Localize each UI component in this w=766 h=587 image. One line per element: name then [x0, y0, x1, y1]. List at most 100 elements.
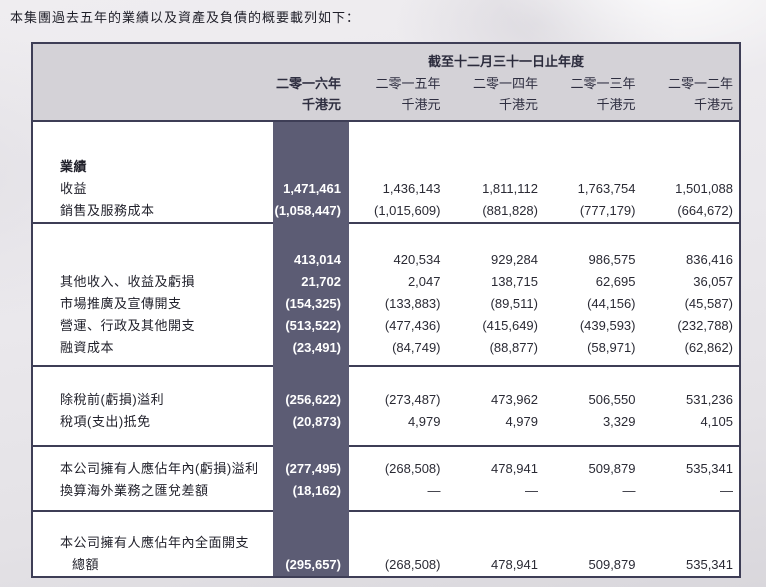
value-cell-highlight	[273, 444, 349, 447]
value-cell-highlight	[273, 221, 349, 224]
table-row: 413,014 420,534 929,284 986,575 836,416	[33, 249, 739, 272]
value-cell-highlight: (513,522)	[273, 315, 349, 338]
value-cell	[447, 433, 545, 445]
header-label-spacer	[33, 73, 273, 94]
value-cell	[544, 512, 642, 532]
table-row: 業績	[33, 155, 739, 178]
value-cell	[544, 156, 642, 178]
value-cell	[349, 367, 447, 389]
value-cell: 509,879	[588, 461, 636, 477]
value-cell	[642, 447, 740, 459]
value-cell-highlight: (18,162)	[273, 480, 349, 503]
value-cell	[349, 447, 447, 459]
value-cell	[349, 512, 447, 532]
value-cell: (664,672)	[677, 202, 733, 218]
value-cell	[642, 433, 740, 445]
value-cell	[447, 447, 545, 459]
value-cell	[349, 444, 447, 447]
value-cell	[349, 532, 447, 554]
value-cell: (133,883)	[384, 296, 441, 312]
row-label	[33, 367, 273, 389]
table-spacer-row	[33, 502, 740, 511]
value-cell: (268,508)	[384, 557, 441, 573]
value-cell: 535,341	[686, 461, 733, 477]
row-label	[33, 512, 273, 532]
value-cell	[349, 224, 447, 250]
value-cell-highlight	[273, 359, 349, 366]
row-label: 本公司擁有人應佔年內全面開支	[60, 535, 250, 551]
value-cell	[447, 224, 545, 250]
value-cell	[349, 502, 447, 510]
table-divider-row	[33, 510, 739, 513]
value-cell: 506,550	[588, 391, 636, 407]
value-cell: (439,593)	[579, 318, 636, 334]
value-cell: (415,649)	[482, 318, 538, 334]
value-cell: 1,811,112	[482, 180, 538, 196]
period-title: 截至十二月三十一日止年度	[427, 54, 584, 69]
row-label	[33, 122, 273, 156]
row-label: 稅項(支出)抵免	[60, 413, 151, 429]
value-cell-highlight: (23,491)	[273, 337, 349, 360]
year-column-header: 二零一四年	[472, 76, 538, 91]
value-cell: (881,828)	[482, 202, 538, 218]
header-label-spacer	[33, 51, 273, 73]
value-cell: 3,329	[602, 413, 636, 429]
page-title: 本集團過去五年的業績以及資產及負債的概要載列如下：	[10, 10, 361, 25]
table-divider-row	[33, 444, 739, 447]
value-cell: 1,436,143	[382, 180, 441, 196]
row-label: 營運、行政及其他開支	[60, 318, 196, 334]
value-cell: (44,156)	[587, 296, 636, 312]
year-column-header: 二零一六年	[275, 76, 341, 91]
table-row: 融資成本 (23,491) (84,749) (88,877) (58,971) (62,…	[33, 337, 739, 360]
value-cell: (268,508)	[384, 461, 441, 477]
year-column-header: 二零一二年	[667, 76, 733, 91]
value-cell: (58,971)	[587, 340, 636, 356]
table-row: 市場推廣及宣傳開支 (154,325) (133,883) (89,511) (44,1…	[33, 293, 739, 316]
row-label: 融資成本	[60, 340, 115, 356]
table-row: 收益 1,471,461 1,436,143 1,811,112 1,763,754 1,…	[33, 177, 739, 200]
table-row: 總額 (295,657) (268,508) 478,941 509,879 535,34…	[33, 554, 739, 576]
row-label: 業績	[60, 158, 88, 174]
value-cell-highlight	[273, 223, 349, 250]
value-cell	[349, 510, 447, 513]
value-cell	[446, 365, 544, 368]
currency-unit-header: 千港元	[693, 97, 733, 112]
value-cell: (89,511)	[490, 296, 538, 312]
table-row: 銷售及服務成本 (1,058,447) (1,015,609) (881,828) (7…	[33, 199, 739, 222]
value-cell	[349, 156, 447, 178]
value-cell	[349, 221, 447, 224]
value-cell	[642, 532, 740, 554]
value-cell: 62,695	[595, 274, 636, 290]
currency-unit-header: 千港元	[596, 97, 636, 112]
row-label	[33, 510, 273, 513]
value-cell: 986,575	[588, 252, 636, 268]
value-cell: (1,015,609)	[374, 202, 441, 218]
row-label	[33, 433, 273, 445]
value-cell	[544, 221, 642, 224]
value-cell-highlight: (1,058,447)	[273, 199, 349, 222]
table-spacer-row	[33, 446, 740, 459]
value-cell-highlight	[273, 155, 349, 178]
value-cell	[544, 444, 642, 447]
value-cell-highlight: 1,471,461	[273, 177, 349, 200]
value-cell	[642, 502, 740, 510]
value-cell	[641, 365, 739, 368]
value-cell: 420,534	[393, 252, 441, 268]
value-cell	[544, 510, 642, 513]
value-cell	[447, 122, 545, 156]
currency-unit-header: 千港元	[498, 97, 538, 112]
value-cell: 1,763,754	[577, 180, 636, 196]
value-cell-highlight: (20,873)	[273, 410, 349, 433]
value-cell: 36,057	[693, 274, 733, 290]
table-row: 其他收入、收益及虧損 21,702 2,047 138,715 62,695 36,057	[33, 271, 739, 294]
row-label: 市場推廣及宣傳開支	[60, 296, 182, 312]
row-label	[33, 447, 273, 459]
row-label: 收益	[60, 180, 88, 196]
table-row: 換算海外業務之匯兌差額 (18,162) — — — —	[33, 480, 739, 503]
value-cell: 4,979	[505, 413, 538, 429]
value-cell-highlight	[273, 432, 349, 445]
value-cell	[641, 444, 739, 447]
row-label: 除稅前(虧損)溢利	[60, 391, 165, 407]
value-cell-highlight: (154,325)	[273, 293, 349, 316]
